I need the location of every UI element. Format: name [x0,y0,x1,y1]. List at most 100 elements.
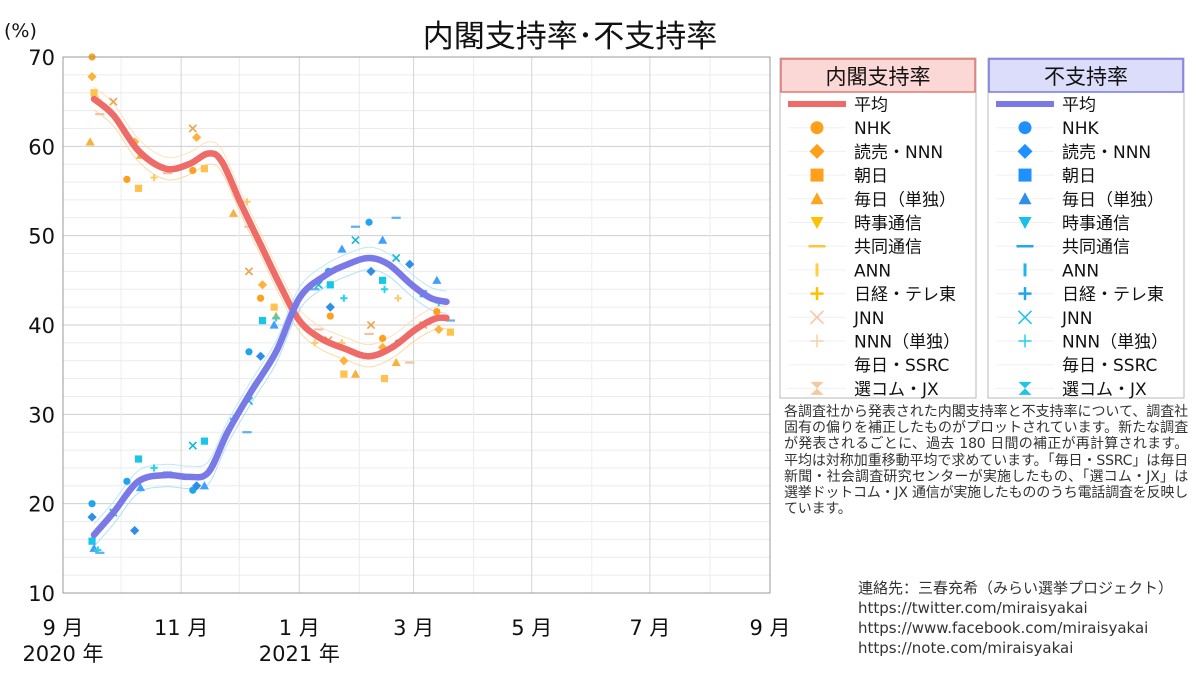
x-year-label: 2020 年 [22,642,103,666]
contact-name: 連絡先：三春充希（みらい選挙プロジェクト） [858,579,1174,597]
disapprove-survey-point [365,218,373,226]
disapprove-survey-point [88,500,96,508]
disapprove-survey-point [340,294,348,302]
legend-header: 不支持率 [1044,65,1128,89]
support-survey-point [192,132,202,142]
support-survey-point [434,324,444,335]
disapprove-survey-point [123,477,131,485]
support-survey-point [134,184,143,192]
legend-marker [1018,217,1032,229]
x-tick-label: 9 月 [749,616,790,640]
legend-label: 読売・NNN [854,143,943,163]
disapprove-survey-point [245,348,253,356]
grid [62,56,771,594]
disapprove-survey-point [135,482,146,492]
support-survey-point [109,97,118,106]
support-survey-point [366,320,376,330]
average-lines [90,95,450,539]
disapprove-average-line [90,254,450,539]
pollster-trace [93,87,447,346]
legend-header-box [988,58,1184,93]
disapprove-survey-point [255,351,266,361]
legend-marker [809,310,825,325]
x-tick-label: 11 月 [154,616,208,640]
disapprove-survey-point [391,253,401,263]
disapprove-survey-point [405,259,415,269]
support-survey-point [85,137,95,146]
disapprove-survey-point [188,441,197,450]
support-survey-point [188,124,197,133]
legend-marker [810,168,824,182]
y-tick-label: 50 [28,225,55,249]
disapprove-survey-point [380,285,389,293]
legend-marker [810,287,824,301]
plot-border [62,56,771,594]
legend-label: 時事通信 [854,214,922,234]
legend-marker [1017,143,1033,159]
disapprove-survey-point [200,437,208,445]
contact-facebook-link[interactable]: https://www.facebook.com/miraisyakai [858,619,1149,637]
legend-label: 毎日（単独） [1062,190,1164,210]
contact-info: 連絡先：三春充希（みらい選挙プロジェクト） https://twitter.co… [858,578,1173,658]
legend-label: 共同通信 [1062,238,1130,258]
disapprove-survey-point [326,281,334,289]
legend-label: NNN（単独） [1062,333,1168,353]
disapprove-survey-point [378,235,388,244]
disapprove-survey-point [337,244,347,253]
legend-label: 平均 [1062,96,1096,116]
legend-marker [1018,168,1032,182]
legend-marker [810,358,824,372]
disapprove-survey-point [366,266,376,276]
disapprove-survey-point [325,302,335,312]
support-survey-point [433,308,441,316]
support-survey-point [243,198,251,206]
legend-label: 朝日 [1062,167,1096,187]
disapprove-survey-point [432,275,442,284]
disapprove-survey-point [379,276,387,284]
legend-label: NHK [854,119,892,139]
legend-marker [1017,310,1033,325]
legend-label: 読売・NNN [1062,143,1151,163]
pollster-trace [93,269,447,547]
pollster-trace [93,109,447,368]
legend-marker [810,121,824,135]
legend-label: 毎日（単独） [854,190,956,210]
support-survey-point [256,294,265,302]
legend-label: 選コム・JX [854,380,939,400]
y-axis-unit: (%) [4,20,37,42]
legend-label: ANN [854,261,891,281]
disapprove-survey-point [272,314,280,322]
contact-note-link[interactable]: https://note.com/miraisyakai [858,639,1074,657]
support-survey-point [340,370,348,378]
support-survey-point [446,328,454,336]
x-tick-label: 9 月 [42,616,83,640]
support-survey-point [339,356,349,366]
legend-label: NHK [1062,119,1100,139]
support-survey-point [228,208,239,217]
disapprove-survey-point [130,525,140,536]
disapprove-survey-point [258,316,267,325]
y-tick-label: 60 [28,135,55,159]
legend-marker [1018,121,1032,135]
disapprove-survey-point [134,455,143,463]
support-survey-point [350,369,361,378]
legend-label: NNN（単独） [854,333,960,353]
legend-marker [810,381,824,395]
support-survey-point [326,312,334,320]
support-survey-point [87,72,97,82]
legend-label: JNN [853,309,884,329]
disapprove-survey-point [199,481,209,490]
disapprove-survey-point [88,537,96,545]
legend-label: 時事通信 [1062,214,1130,234]
legend-label: 毎日・SSRC [854,356,949,376]
legend-marker [1018,334,1032,348]
contact-twitter-link[interactable]: https://twitter.com/miraisyakai [858,599,1088,617]
disapprove-survey-point [150,464,158,472]
y-tick-label: 30 [28,403,55,427]
x-year-label: 2021 年 [259,642,340,666]
